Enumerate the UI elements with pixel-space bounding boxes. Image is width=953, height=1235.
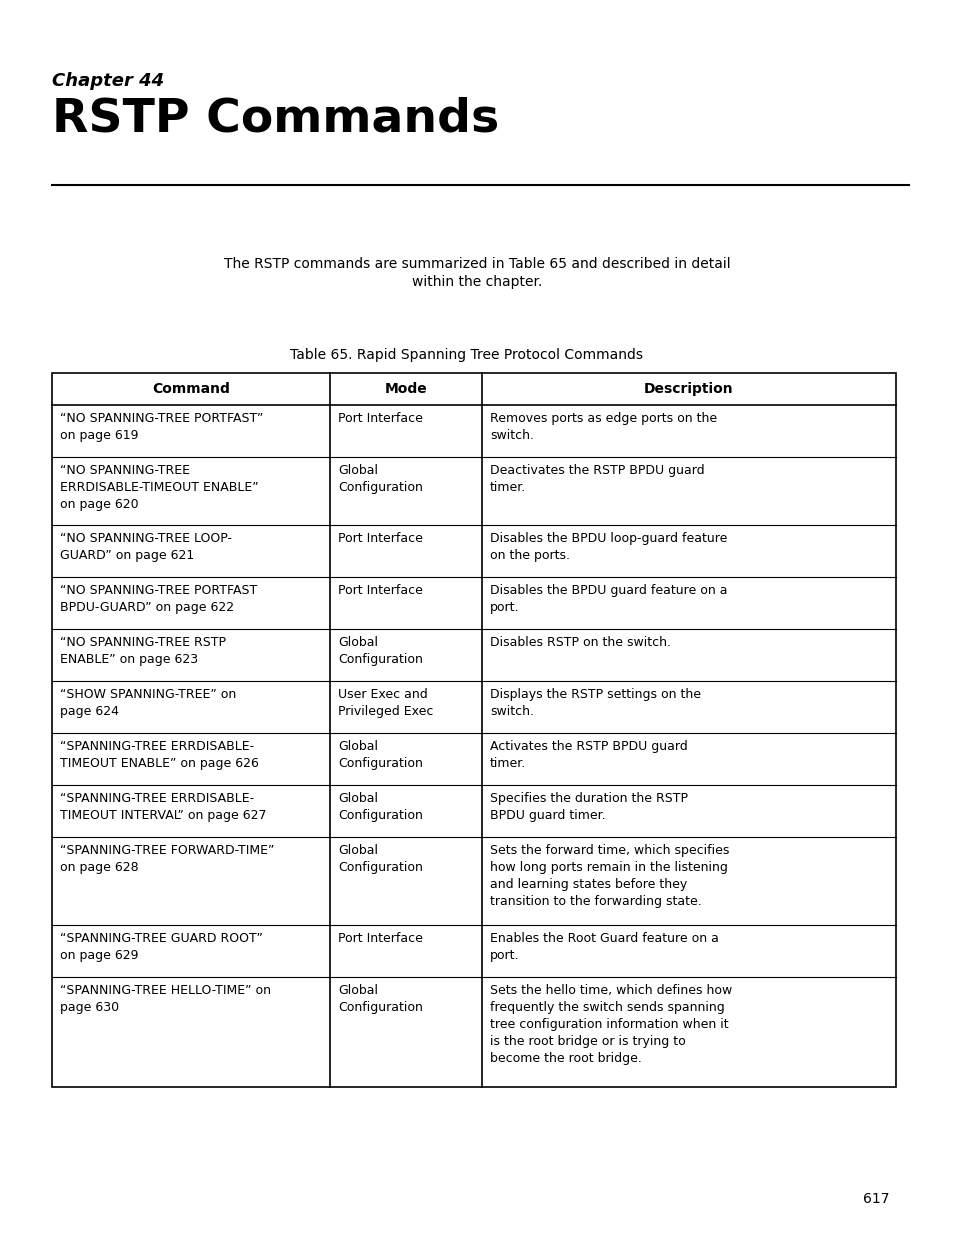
Text: “SPANNING-TREE GUARD ROOT”
on page 629: “SPANNING-TREE GUARD ROOT” on page 629 xyxy=(60,932,263,962)
Bar xyxy=(52,373,895,1087)
Text: “NO SPANNING-TREE LOOP-
GUARD” on page 621: “NO SPANNING-TREE LOOP- GUARD” on page 6… xyxy=(60,532,232,562)
Text: Mode: Mode xyxy=(384,382,427,396)
Text: “NO SPANNING-TREE PORTFAST
BPDU-GUARD” on page 622: “NO SPANNING-TREE PORTFAST BPDU-GUARD” o… xyxy=(60,584,257,614)
Text: Port Interface: Port Interface xyxy=(337,532,422,545)
Text: “SPANNING-TREE ERRDISABLE-
TIMEOUT ENABLE” on page 626: “SPANNING-TREE ERRDISABLE- TIMEOUT ENABL… xyxy=(60,740,258,769)
Text: Global
Configuration: Global Configuration xyxy=(337,984,422,1014)
Text: “NO SPANNING-TREE
ERRDISABLE-TIMEOUT ENABLE”
on page 620: “NO SPANNING-TREE ERRDISABLE-TIMEOUT ENA… xyxy=(60,464,258,511)
Text: Removes ports as edge ports on the
switch.: Removes ports as edge ports on the switc… xyxy=(490,412,717,442)
Text: Global
Configuration: Global Configuration xyxy=(337,792,422,823)
Text: Port Interface: Port Interface xyxy=(337,584,422,597)
Text: Global
Configuration: Global Configuration xyxy=(337,740,422,769)
Text: Description: Description xyxy=(643,382,733,396)
Text: User Exec and
Privileged Exec: User Exec and Privileged Exec xyxy=(337,688,433,718)
Text: RSTP Commands: RSTP Commands xyxy=(52,98,498,142)
Text: “SPANNING-TREE ERRDISABLE-
TIMEOUT INTERVAL” on page 627: “SPANNING-TREE ERRDISABLE- TIMEOUT INTER… xyxy=(60,792,266,823)
Text: Chapter 44: Chapter 44 xyxy=(52,72,164,90)
Text: Deactivates the RSTP BPDU guard
timer.: Deactivates the RSTP BPDU guard timer. xyxy=(490,464,704,494)
Text: Global
Configuration: Global Configuration xyxy=(337,636,422,666)
Text: “SHOW SPANNING-TREE” on
page 624: “SHOW SPANNING-TREE” on page 624 xyxy=(60,688,236,718)
Text: Sets the forward time, which specifies
how long ports remain in the listening
an: Sets the forward time, which specifies h… xyxy=(490,844,729,908)
Text: 617: 617 xyxy=(862,1192,889,1207)
Text: Disables RSTP on the switch.: Disables RSTP on the switch. xyxy=(490,636,670,650)
Text: Command: Command xyxy=(152,382,230,396)
Text: Table 65. Rapid Spanning Tree Protocol Commands: Table 65. Rapid Spanning Tree Protocol C… xyxy=(290,348,642,362)
Text: Displays the RSTP settings on the
switch.: Displays the RSTP settings on the switch… xyxy=(490,688,700,718)
Text: “SPANNING-TREE FORWARD-TIME”
on page 628: “SPANNING-TREE FORWARD-TIME” on page 628 xyxy=(60,844,274,874)
Text: Disables the BPDU guard feature on a
port.: Disables the BPDU guard feature on a por… xyxy=(490,584,727,614)
Text: Global
Configuration: Global Configuration xyxy=(337,464,422,494)
Text: Sets the hello time, which defines how
frequently the switch sends spanning
tree: Sets the hello time, which defines how f… xyxy=(490,984,732,1065)
Text: Port Interface: Port Interface xyxy=(337,932,422,945)
Text: “NO SPANNING-TREE PORTFAST”
on page 619: “NO SPANNING-TREE PORTFAST” on page 619 xyxy=(60,412,263,442)
Text: Enables the Root Guard feature on a
port.: Enables the Root Guard feature on a port… xyxy=(490,932,719,962)
Text: “NO SPANNING-TREE RSTP
ENABLE” on page 623: “NO SPANNING-TREE RSTP ENABLE” on page 6… xyxy=(60,636,226,666)
Text: Global
Configuration: Global Configuration xyxy=(337,844,422,874)
Text: Disables the BPDU loop-guard feature
on the ports.: Disables the BPDU loop-guard feature on … xyxy=(490,532,726,562)
Text: “SPANNING-TREE HELLO-TIME” on
page 630: “SPANNING-TREE HELLO-TIME” on page 630 xyxy=(60,984,271,1014)
Text: Activates the RSTP BPDU guard
timer.: Activates the RSTP BPDU guard timer. xyxy=(490,740,687,769)
Text: Port Interface: Port Interface xyxy=(337,412,422,425)
Text: The RSTP commands are summarized in Table 65 and described in detail
within the : The RSTP commands are summarized in Tabl… xyxy=(223,257,730,289)
Text: Specifies the duration the RSTP
BPDU guard timer.: Specifies the duration the RSTP BPDU gua… xyxy=(490,792,687,823)
